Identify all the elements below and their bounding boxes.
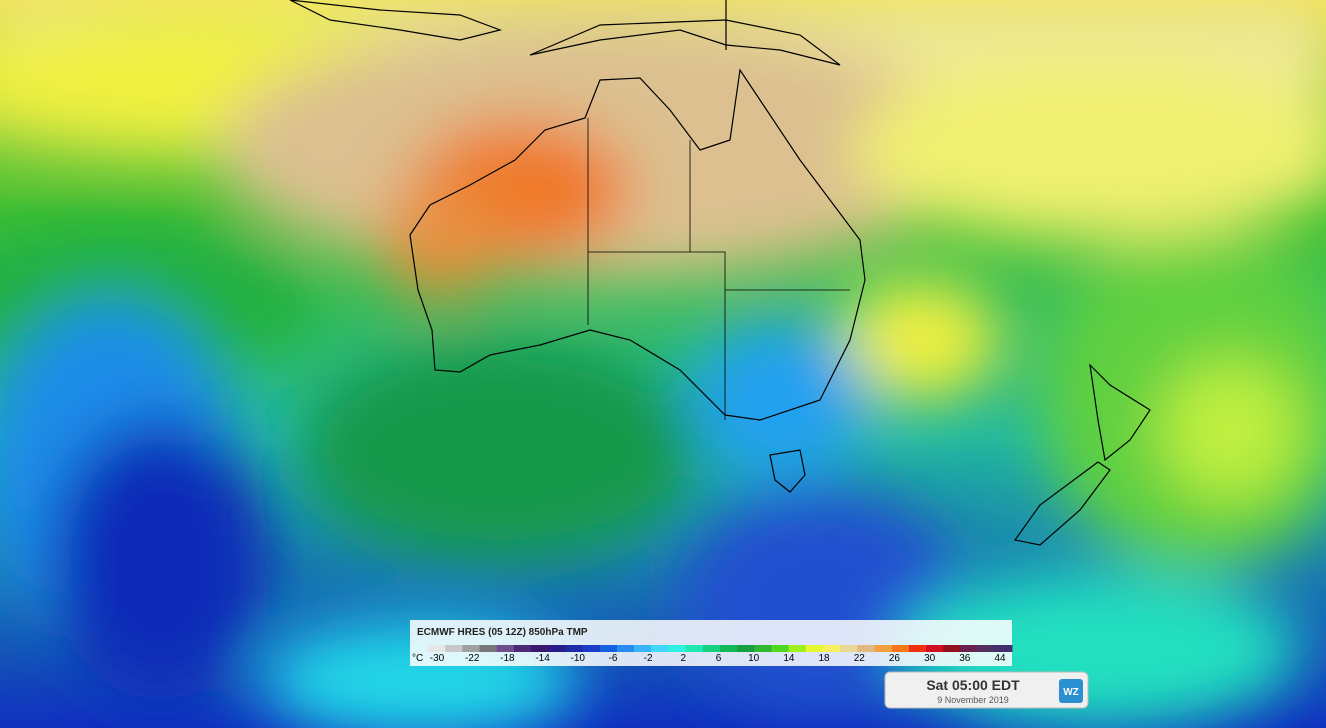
legend-label: 10 xyxy=(748,653,760,664)
color-swatch xyxy=(445,645,463,652)
legend-label: -14 xyxy=(535,653,550,664)
color-swatch xyxy=(754,645,773,652)
color-swatch xyxy=(926,645,944,652)
legend-label: 14 xyxy=(783,653,795,664)
color-swatch xyxy=(805,645,824,652)
color-swatch xyxy=(994,645,1013,652)
legend-label: 22 xyxy=(854,653,866,664)
color-swatch xyxy=(616,645,635,652)
color-swatch xyxy=(737,645,755,652)
color-swatch xyxy=(599,645,618,652)
color-swatch xyxy=(943,645,961,652)
logo-badge xyxy=(1059,679,1083,703)
legend: ECMWF HRES (05 12Z) 850hPa TMP °C -30 -22… xyxy=(410,620,1013,666)
color-swatch xyxy=(891,645,910,652)
legend-label: -22 xyxy=(465,653,480,664)
legend-label: 18 xyxy=(819,653,831,664)
logo: WZ xyxy=(1063,687,1079,698)
color-swatch xyxy=(720,645,738,652)
color-swatch xyxy=(702,645,721,652)
legend-label: -18 xyxy=(500,653,515,664)
time-label: Sat 05:00 EDT xyxy=(926,677,1020,693)
color-swatch xyxy=(479,645,498,652)
legend-label: 36 xyxy=(959,653,971,664)
legend-label: 2 xyxy=(681,653,687,664)
legend-label: 44 xyxy=(994,653,1006,664)
color-swatch xyxy=(668,645,687,652)
color-swatch xyxy=(513,645,532,652)
legend-label: -2 xyxy=(644,653,653,664)
color-swatch xyxy=(788,645,807,652)
legend-label: -30 xyxy=(430,653,445,664)
color-swatch xyxy=(685,645,704,652)
legend-unit: °C xyxy=(412,653,423,664)
color-swatch xyxy=(771,645,790,652)
color-swatch xyxy=(908,645,927,652)
color-swatch xyxy=(462,645,481,652)
legend-label: 26 xyxy=(889,653,901,664)
coastlines xyxy=(289,0,1151,546)
color-swatch xyxy=(496,645,515,652)
color-swatch xyxy=(823,645,841,652)
legend-title: ECMWF HRES (05 12Z) 850hPa TMP xyxy=(417,627,588,638)
time-box[interactable]: Sat 05:00 EDT 9 November 2019 WZ xyxy=(884,671,1089,709)
color-swatch xyxy=(977,645,996,652)
color-swatch xyxy=(960,645,979,652)
legend-label: -6 xyxy=(608,653,617,664)
color-swatch xyxy=(840,645,858,652)
color-swatch xyxy=(857,645,876,652)
color-swatch xyxy=(531,645,549,652)
color-swatch xyxy=(582,645,601,652)
color-swatch xyxy=(874,645,893,652)
legend-label: -10 xyxy=(571,653,586,664)
color-swatch xyxy=(634,645,652,652)
legend-panel xyxy=(410,620,1012,666)
time-date: 9 November 2019 xyxy=(937,695,1009,705)
color-swatch xyxy=(651,645,669,652)
legend-label: 6 xyxy=(716,653,722,664)
color-swatch xyxy=(565,645,584,652)
color-swatch xyxy=(548,645,566,652)
time-panel xyxy=(884,671,1089,709)
color-swatch xyxy=(428,645,446,652)
legend-label: 30 xyxy=(924,653,936,664)
